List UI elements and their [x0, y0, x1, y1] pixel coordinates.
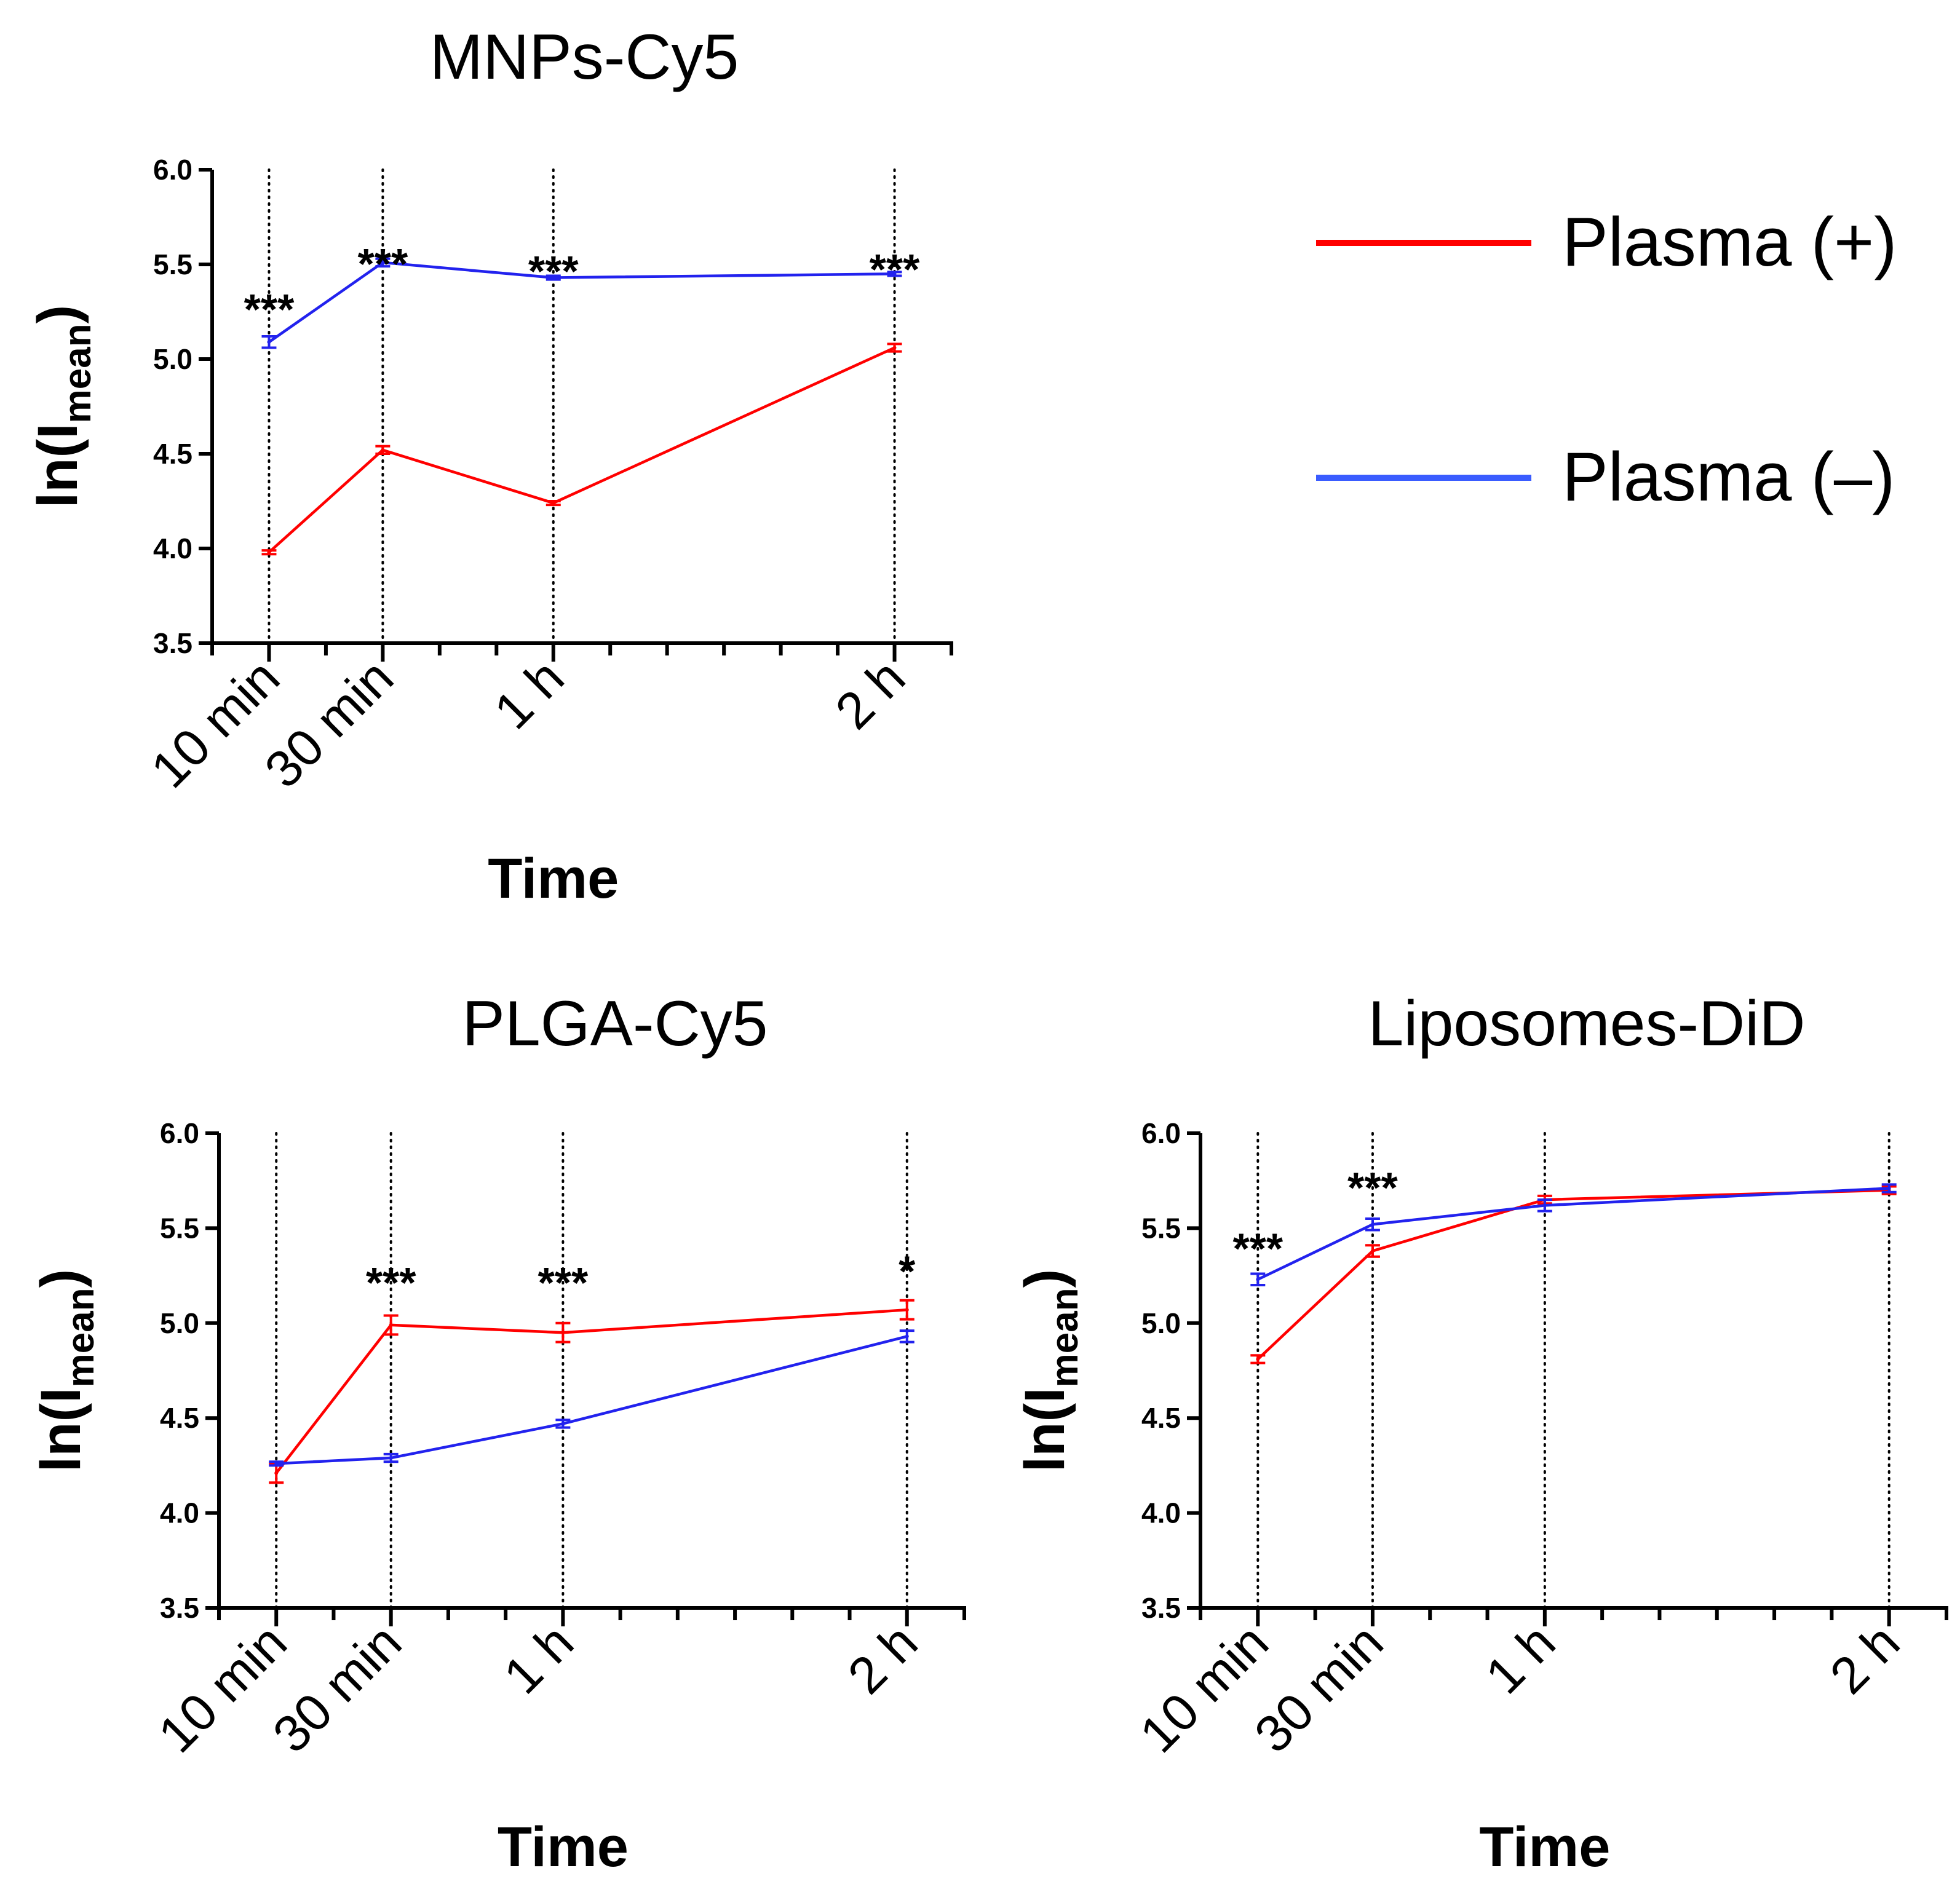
x-tick-label: 30 min	[262, 1613, 413, 1763]
x-tick-label: 10 min	[147, 1613, 298, 1763]
y-tick-label: 3.5	[1141, 1592, 1181, 1624]
x-tick-label: 10 min	[140, 648, 290, 799]
x-tick-label: 30 min	[1244, 1613, 1394, 1763]
significance-marker: ***	[358, 240, 408, 288]
data-point	[551, 501, 555, 505]
y-tick-label: 4.5	[1141, 1402, 1181, 1434]
chart-title: PLGA-Cy5	[462, 988, 768, 1059]
x-tick-label: 10 min	[1129, 1613, 1279, 1763]
y-tick-label: 5.0	[160, 1307, 199, 1339]
y-tick-label: 5.0	[1141, 1307, 1181, 1339]
data-point	[892, 346, 897, 350]
x-axis-title: Time	[498, 1816, 629, 1878]
data-point	[389, 1323, 393, 1327]
y-tick-label: 6.0	[153, 154, 192, 186]
data-point	[561, 1422, 565, 1426]
legend-label-plasma-plus: Plasma (+)	[1562, 204, 1897, 280]
x-axis-title: Time	[488, 847, 619, 910]
chart-panel-3: Liposomes-DiD 3.5 4.0 4.5 5.0 5.5 6.0 10 min30 …	[1014, 988, 1948, 1878]
legend-label-plasma-minus: Plasma (–)	[1562, 438, 1895, 515]
x-axis-title: Time	[1479, 1816, 1610, 1878]
data-point	[1887, 1186, 1891, 1190]
significance-marker: ***	[1232, 1224, 1283, 1272]
series-line-plasma-minus	[268, 261, 895, 344]
series-line-plasma-minus	[1257, 1187, 1889, 1281]
significance-marker: ***	[244, 285, 295, 333]
significance-marker: ***	[1347, 1163, 1398, 1211]
y-tick-label: 4.0	[153, 532, 192, 564]
x-tick-label: 2 h	[836, 1613, 928, 1704]
data-point	[1542, 1203, 1547, 1208]
data-point	[1370, 1249, 1375, 1253]
x-tick-label: 30 min	[253, 648, 404, 799]
data-point	[274, 1462, 279, 1466]
y-tick-label: 4.5	[160, 1402, 199, 1434]
significance-marker: *	[899, 1247, 916, 1295]
y-tick-label: 4.0	[1141, 1497, 1181, 1529]
y-tick-label: 5.5	[153, 248, 192, 280]
y-axis-title: ln(Imean)	[26, 305, 99, 509]
x-tick-label: 1 h	[493, 1613, 584, 1704]
significance-marker: ***	[870, 245, 920, 293]
data-point	[389, 1456, 393, 1460]
data-point	[561, 1331, 565, 1335]
data-point	[1256, 1357, 1260, 1361]
x-tick-label: 1 h	[1475, 1613, 1566, 1704]
data-point	[267, 550, 271, 555]
y-tick-label: 6.0	[1141, 1117, 1181, 1149]
y-tick-label: 4.0	[160, 1497, 199, 1529]
y-tick-label: 6.0	[160, 1117, 199, 1149]
legend: Plasma (+) Plasma (–)	[1316, 204, 1897, 515]
significance-marker: ***	[528, 247, 579, 295]
x-tick-label: 2 h	[824, 648, 916, 740]
series-line-plasma-plus	[275, 1308, 907, 1474]
series-line-plasma-plus	[1256, 1189, 1889, 1361]
chart-title: MNPs-Cy5	[430, 22, 739, 93]
data-point	[381, 260, 385, 264]
y-tick-label: 3.5	[153, 627, 192, 659]
significance-marker: ***	[366, 1259, 416, 1307]
data-point	[267, 340, 271, 344]
data-point	[274, 1471, 279, 1475]
data-point	[381, 448, 385, 452]
y-axis-title: ln(Imean)	[30, 1269, 102, 1473]
significance-marker: ***	[538, 1259, 589, 1307]
y-tick-label: 3.5	[160, 1592, 199, 1624]
data-point	[551, 275, 555, 280]
y-tick-label: 4.5	[153, 438, 192, 470]
y-tick-label: 5.0	[153, 343, 192, 375]
data-point	[1370, 1222, 1375, 1227]
y-tick-label: 5.5	[1141, 1212, 1181, 1244]
data-point	[1256, 1277, 1260, 1281]
y-tick-label: 5.5	[160, 1212, 199, 1244]
data-point	[905, 1308, 909, 1312]
data-point	[892, 272, 897, 276]
y-axis-title: ln(Imean)	[1014, 1269, 1086, 1473]
x-tick-label: 2 h	[1819, 1613, 1910, 1704]
chart-title: Liposomes-DiD	[1368, 988, 1806, 1059]
x-tick-label: 1 h	[483, 648, 574, 740]
data-point	[905, 1334, 909, 1339]
series-line-plasma-plus	[268, 346, 895, 553]
series-line-plasma-minus	[276, 1335, 908, 1465]
